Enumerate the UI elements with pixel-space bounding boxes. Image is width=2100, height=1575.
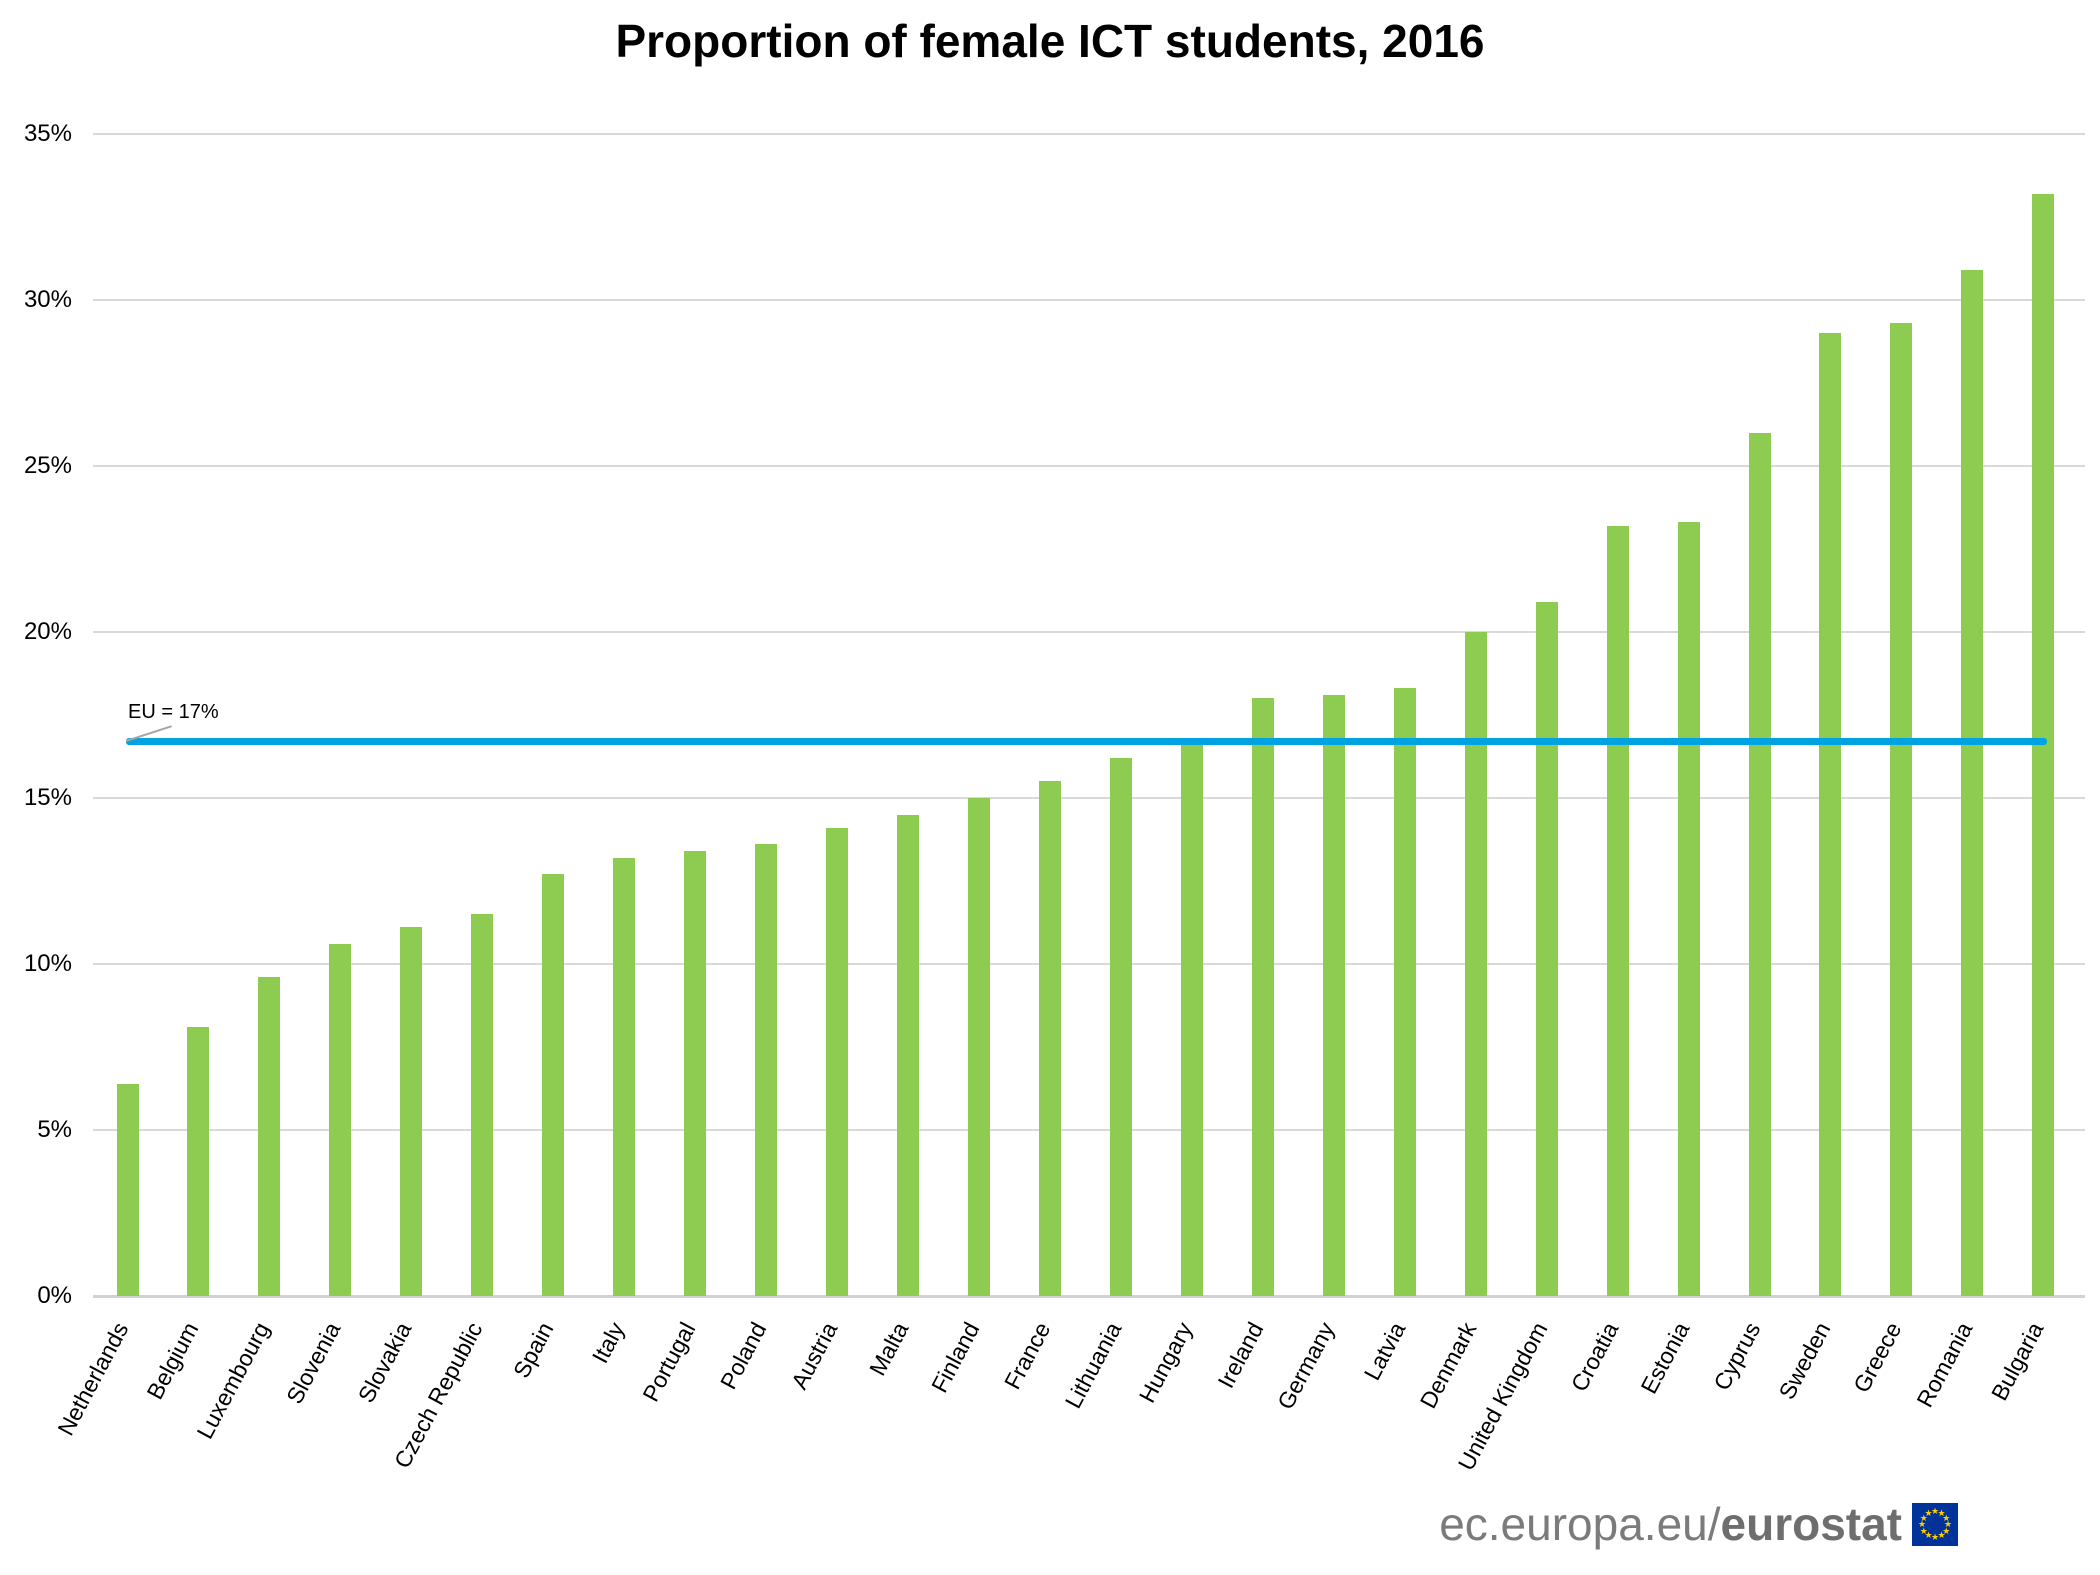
bar xyxy=(1038,781,1061,1296)
eu-flag-star: ★ xyxy=(1919,1525,1928,1536)
bar xyxy=(471,914,494,1296)
y-axis-tick-label: 20% xyxy=(23,618,72,645)
bar xyxy=(826,827,849,1296)
eu-flag-star: ★ xyxy=(1937,1530,1946,1541)
gridline xyxy=(93,133,2085,135)
y-axis-tick-label: 10% xyxy=(23,950,72,977)
bar xyxy=(1606,525,1629,1296)
gridline xyxy=(93,797,2085,799)
eurostat-wordmark: eurostat xyxy=(1720,1498,1902,1550)
gridline xyxy=(93,299,2085,301)
eu-flag-star: ★ xyxy=(1937,1507,1946,1518)
y-axis-tick-label: 35% xyxy=(23,120,72,147)
gridline xyxy=(93,465,2085,467)
bar xyxy=(329,944,352,1296)
eu-reference-line xyxy=(126,738,2047,746)
bar xyxy=(967,798,990,1296)
bar xyxy=(116,1083,139,1296)
eu-flag-star: ★ xyxy=(1943,1519,1953,1529)
bar xyxy=(684,851,707,1296)
bar xyxy=(755,844,778,1296)
bar xyxy=(1890,323,1913,1296)
eu-flag-star: ★ xyxy=(1919,1512,1928,1523)
y-axis-tick-label: 5% xyxy=(37,1116,72,1143)
footer: ec.europa.eu/eurostat ★ ★ ★ ★ ★ ★ ★ ★ ★ ★ ★ ★ xyxy=(1439,1498,1958,1550)
y-axis-tick-label: 25% xyxy=(23,452,72,479)
eurostat-url-prefix: ec.europa.eu/ xyxy=(1439,1498,1721,1550)
bar xyxy=(1677,522,1700,1296)
bar xyxy=(187,1027,210,1296)
bar xyxy=(1322,695,1345,1296)
bar xyxy=(1251,698,1274,1296)
bar xyxy=(1180,744,1203,1296)
bar xyxy=(1961,270,1984,1296)
eu-line-annotation: EU = 17% xyxy=(128,700,219,723)
eu-flag-icon: ★ ★ ★ ★ ★ ★ ★ ★ ★ ★ ★ ★ xyxy=(1912,1502,1958,1546)
bar xyxy=(258,977,281,1296)
eu-flag-star: ★ xyxy=(1930,1506,1940,1516)
chart-title: Proportion of female ICT students, 2016 xyxy=(615,15,1485,67)
eurostat-url: ec.europa.eu/eurostat xyxy=(1439,1498,1902,1550)
eu-flag-star: ★ xyxy=(1930,1532,1940,1542)
bar xyxy=(1393,688,1416,1296)
eu-flag-star: ★ xyxy=(1942,1525,1951,1536)
bar xyxy=(1109,758,1132,1296)
bar xyxy=(400,927,423,1296)
bar xyxy=(542,874,565,1296)
eu-flag-star: ★ xyxy=(1917,1519,1927,1529)
bar xyxy=(1535,602,1558,1296)
bar xyxy=(897,814,920,1296)
y-axis-tick-label: 30% xyxy=(23,286,72,313)
bar xyxy=(1748,432,1771,1296)
y-axis-tick-label: 0% xyxy=(37,1282,72,1309)
eu-flag-star: ★ xyxy=(1942,1512,1951,1523)
gridline xyxy=(93,1129,2085,1131)
bar xyxy=(613,857,636,1296)
gridline xyxy=(93,631,2085,633)
gridline xyxy=(93,963,2085,965)
bar xyxy=(1464,632,1487,1296)
bar xyxy=(1819,333,1842,1296)
x-axis-line xyxy=(93,1295,2085,1298)
eu-flag-star: ★ xyxy=(1924,1507,1933,1518)
eu-flag-star: ★ xyxy=(1924,1530,1933,1541)
y-axis-tick-label: 15% xyxy=(23,784,72,811)
